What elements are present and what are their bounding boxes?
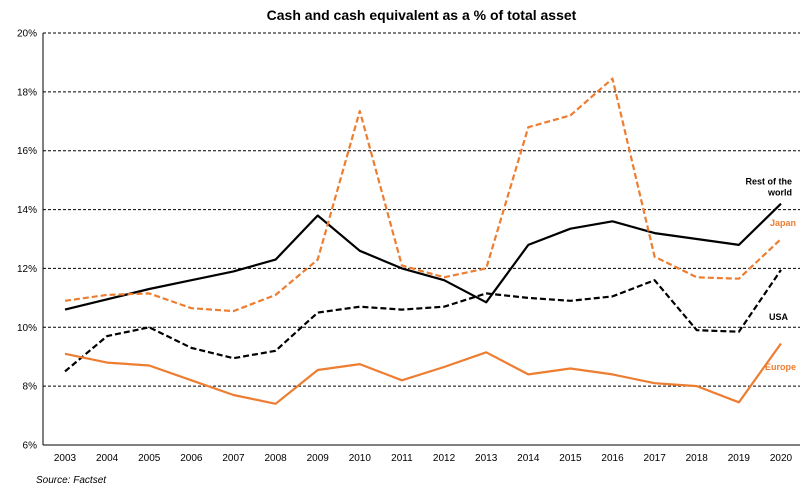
x-tick-label: 2005 [138,453,161,464]
series-label: Rest of the world [745,177,792,198]
series-line-europe [64,342,782,405]
x-tick-label: 2010 [349,453,372,464]
x-tick-label: 2003 [54,453,77,464]
x-tick-label: 2011 [391,453,413,464]
source-note: Source: Factset [36,475,107,486]
x-tick-label: 2016 [601,453,624,464]
x-tick-label: 2013 [475,453,498,464]
x-tick-label: 2004 [96,453,119,464]
series-label: USA [769,312,789,322]
y-tick-label: 14% [17,205,37,216]
x-tick-label: 2017 [644,453,667,464]
x-tick-label: 2014 [517,453,540,464]
y-tick-label: 12% [17,264,37,275]
y-tick-label: 18% [17,87,37,98]
y-tick-label: 8% [23,382,38,393]
y-tick-label: 20% [17,29,37,40]
x-tick-label: 2007 [222,453,245,464]
series-labels: Rest of the world Japan USA Europe [745,177,796,372]
series-line-rest-of-the-world [64,202,782,311]
x-tick-label: 2015 [559,453,582,464]
x-tick-label: 2009 [307,453,330,464]
chart-title: Cash and cash equivalent as a % of total… [267,7,577,23]
x-tick-label: 2012 [433,453,456,464]
series-line-usa [64,269,782,373]
series-label: Japan [770,218,796,228]
x-axis-ticks: 2003 2004 2005 2006 2007 2008 2009 2010 2011 2012… [54,453,793,464]
y-tick-label: 6% [23,441,38,452]
series-label: Europe [765,362,796,372]
y-axis-ticks: 6% 8% 10% 12% 14% 16% 18% 20% [17,29,37,452]
x-tick-label: 2008 [264,453,287,464]
y-tick-label: 10% [17,323,37,334]
x-tick-label: 2020 [770,453,793,464]
x-tick-label: 2018 [686,453,709,464]
y-tick-label: 16% [17,146,37,157]
grid-lines [42,32,800,446]
x-tick-label: 2019 [728,453,751,464]
series-group [64,77,782,405]
series-line-japan [64,77,782,313]
x-tick-label: 2006 [180,453,203,464]
